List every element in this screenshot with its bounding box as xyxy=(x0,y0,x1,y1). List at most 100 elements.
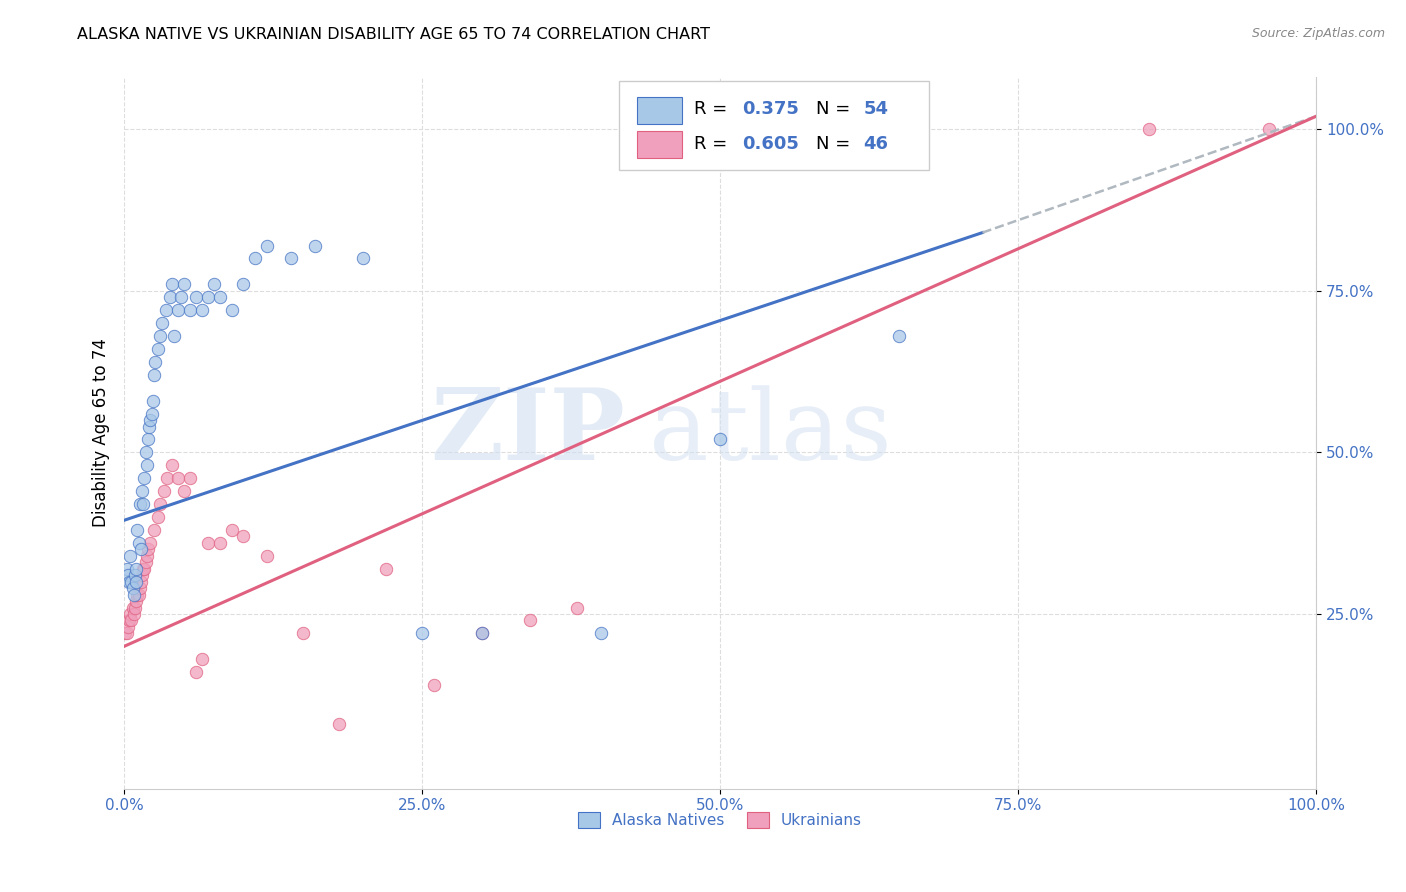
Point xyxy=(184,665,207,680)
Point xyxy=(150,316,173,330)
Point xyxy=(135,549,157,563)
Point xyxy=(129,542,152,557)
Point xyxy=(328,717,350,731)
Point xyxy=(149,497,172,511)
Point xyxy=(208,290,231,304)
Point xyxy=(115,562,138,576)
Point xyxy=(1257,122,1279,136)
Point xyxy=(132,562,155,576)
Point xyxy=(135,458,157,473)
Point xyxy=(292,626,315,640)
Text: R =: R = xyxy=(695,101,733,119)
Point xyxy=(142,393,165,408)
Point xyxy=(139,536,162,550)
Point xyxy=(589,626,612,640)
Point xyxy=(179,303,201,318)
Point xyxy=(134,562,156,576)
Point xyxy=(120,607,142,621)
Text: Source: ZipAtlas.com: Source: ZipAtlas.com xyxy=(1251,27,1385,40)
Point xyxy=(208,536,231,550)
Point xyxy=(118,614,141,628)
Point xyxy=(122,607,145,621)
Point xyxy=(129,574,152,589)
Point xyxy=(114,626,136,640)
Point xyxy=(118,574,141,589)
Point xyxy=(232,277,254,292)
Point xyxy=(471,626,494,640)
Point xyxy=(136,433,159,447)
FancyBboxPatch shape xyxy=(637,131,682,158)
Point xyxy=(1137,122,1160,136)
Point xyxy=(167,303,190,318)
Point xyxy=(519,614,541,628)
FancyBboxPatch shape xyxy=(637,96,682,124)
Point xyxy=(128,536,150,550)
Point xyxy=(197,290,219,304)
Point xyxy=(709,433,731,447)
Point xyxy=(128,581,150,595)
Point xyxy=(132,497,155,511)
Text: 0.605: 0.605 xyxy=(742,135,799,153)
Point xyxy=(120,574,142,589)
Point xyxy=(232,529,254,543)
Point xyxy=(134,471,156,485)
Text: 0.375: 0.375 xyxy=(742,101,799,119)
Point xyxy=(887,329,910,343)
Point xyxy=(173,484,195,499)
Point xyxy=(143,368,166,382)
Point xyxy=(146,342,169,356)
Point xyxy=(256,549,278,563)
Point xyxy=(115,626,138,640)
Point xyxy=(146,510,169,524)
Point xyxy=(143,355,166,369)
Point xyxy=(120,549,142,563)
Point xyxy=(567,600,589,615)
Point xyxy=(352,252,374,266)
Point xyxy=(139,413,162,427)
Point xyxy=(131,484,153,499)
Point xyxy=(179,471,201,485)
Point xyxy=(167,471,190,485)
Point xyxy=(149,329,172,343)
Point xyxy=(124,600,146,615)
Point xyxy=(411,626,433,640)
Point xyxy=(138,419,160,434)
Point xyxy=(127,523,149,537)
Point xyxy=(121,581,143,595)
Point xyxy=(136,542,159,557)
Legend: Alaska Natives, Ukrainians: Alaska Natives, Ukrainians xyxy=(572,806,868,834)
Point xyxy=(131,568,153,582)
Point xyxy=(125,594,148,608)
Point xyxy=(135,445,157,459)
Point xyxy=(170,290,193,304)
Text: N =: N = xyxy=(815,101,856,119)
Point xyxy=(173,277,195,292)
Point xyxy=(152,484,174,499)
Point xyxy=(120,614,142,628)
Point xyxy=(280,252,302,266)
Point xyxy=(304,238,326,252)
Point xyxy=(190,652,212,666)
Point xyxy=(197,536,219,550)
Text: N =: N = xyxy=(815,135,856,153)
Point xyxy=(128,497,150,511)
Text: atlas: atlas xyxy=(648,385,891,481)
Point xyxy=(121,600,143,615)
Point xyxy=(141,407,163,421)
Y-axis label: Disability Age 65 to 74: Disability Age 65 to 74 xyxy=(93,339,110,527)
Point xyxy=(128,588,150,602)
Point xyxy=(156,471,179,485)
Point xyxy=(184,290,207,304)
Text: R =: R = xyxy=(695,135,733,153)
Point xyxy=(423,678,446,692)
Point xyxy=(159,290,181,304)
Point xyxy=(163,329,186,343)
Text: ALASKA NATIVE VS UKRAINIAN DISABILITY AGE 65 TO 74 CORRELATION CHART: ALASKA NATIVE VS UKRAINIAN DISABILITY AG… xyxy=(77,27,710,42)
Text: ZIP: ZIP xyxy=(430,384,624,482)
Point xyxy=(117,620,139,634)
Point xyxy=(471,626,494,640)
Point xyxy=(375,562,398,576)
Point xyxy=(202,277,225,292)
Point xyxy=(160,277,183,292)
Point xyxy=(135,555,157,569)
